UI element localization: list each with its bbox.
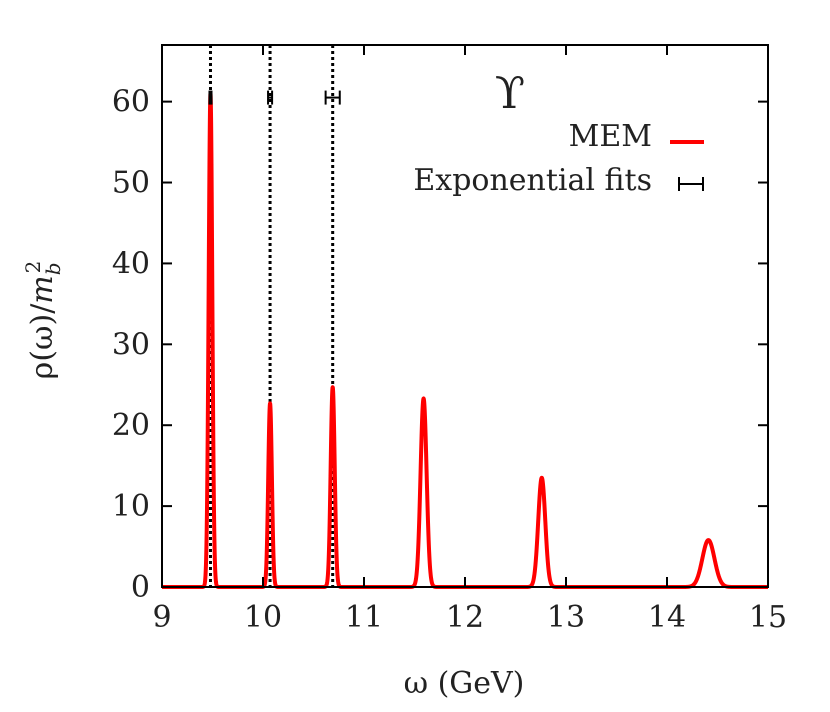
exponential-fit-errorbar	[324, 90, 341, 105]
plot-frame	[161, 44, 769, 588]
y-tick-label: 20	[112, 408, 150, 443]
legend: MEM Exponential fits	[413, 119, 704, 198]
x-tick-label: 9	[152, 600, 171, 635]
exponential-fit-errorbars	[208, 90, 341, 105]
x-tick-label: 13	[547, 600, 585, 635]
x-axis-ticks: 9 10 11 12 13 14 15	[152, 45, 787, 635]
y-tick-label: 50	[112, 166, 150, 201]
x-tick-label: 14	[648, 600, 686, 635]
y-tick-label: 30	[112, 327, 150, 362]
x-tick-label: 11	[345, 600, 383, 635]
y-tick-label: 60	[112, 85, 150, 120]
y-tick-label: 0	[131, 570, 150, 605]
x-tick-label: 12	[446, 600, 484, 635]
y-tick-label: 40	[112, 246, 150, 281]
x-tick-label: 10	[244, 600, 282, 635]
legend-label-mem: MEM	[569, 119, 652, 154]
exponential-fit-errorbar	[208, 90, 213, 105]
y-tick-label: 10	[112, 489, 150, 524]
x-tick-label: 15	[749, 600, 787, 635]
exponential-fit-errorbar	[267, 90, 274, 105]
x-axis-label: ω (GeV)	[404, 666, 525, 701]
y-axis-ticks: 0 10 20 30 40 50 60	[112, 85, 768, 605]
legend-label-fits: Exponential fits	[413, 163, 652, 198]
legend-swatch-fits	[678, 177, 704, 191]
chart-title: ϒ	[495, 68, 525, 119]
y-axis-label: ρ(ω)/mb2	[21, 261, 65, 380]
